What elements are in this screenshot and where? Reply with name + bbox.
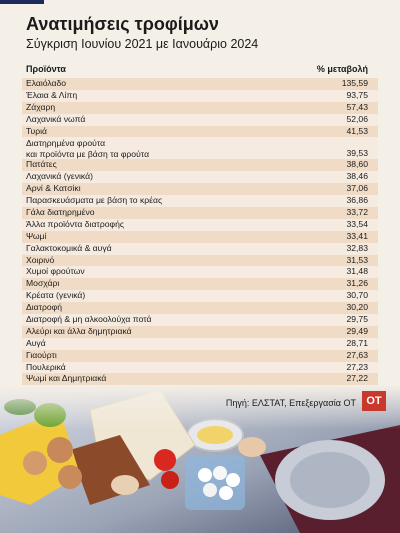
table-row: Κρέατα (γενικά) 30,70 bbox=[22, 290, 378, 303]
row-label: Ζάχαρη bbox=[26, 101, 56, 112]
table-row: Λαχανικά (γενικά) 38,46 bbox=[22, 171, 378, 184]
row-value: 39,53 bbox=[346, 148, 368, 159]
table-row: Έλαια & Λίπη 93,75 bbox=[22, 89, 378, 102]
row-label: Διατροφή & μη αλκοολούχα ποτά bbox=[26, 314, 152, 325]
row-value: 27,63 bbox=[346, 349, 368, 360]
table-row: Λαχανικά νωπά 52,06 bbox=[22, 113, 378, 126]
row-label: Ελαιόλαδο bbox=[26, 78, 67, 88]
table-row: Ψωμί και Δημητριακά 27,22 bbox=[22, 373, 378, 386]
row-label: Έλαια & Λίπη bbox=[26, 89, 78, 100]
column-header-products: Προϊόντα bbox=[26, 64, 66, 74]
row-label: Λαχανικά (γενικά) bbox=[26, 171, 93, 182]
table-row: Χοιρινό 31,53 bbox=[22, 254, 378, 267]
row-value: 32,83 bbox=[346, 242, 368, 253]
row-label: Διατροφή bbox=[26, 302, 63, 313]
row-label: Τυριά bbox=[26, 125, 47, 136]
row-value: 31,53 bbox=[346, 254, 368, 265]
row-value: 135,59 bbox=[341, 78, 368, 88]
row-label: Πατάτες bbox=[26, 159, 57, 170]
row-value: 57,43 bbox=[346, 101, 368, 112]
table-body: Ελαιόλαδο 135,59 Έλαια & Λίπη 93,75 Ζάχαρη 57… bbox=[22, 78, 378, 386]
table-row: Διατροφή & μη αλκοολούχα ποτά 29,75 bbox=[22, 314, 378, 326]
row-value: 38,60 bbox=[346, 159, 368, 170]
row-label: Ψωμί και Δημητριακά bbox=[26, 373, 107, 384]
row-value: 36,86 bbox=[346, 195, 368, 206]
table-row: Ζάχαρη 57,43 bbox=[22, 101, 378, 114]
page-subtitle: Σύγκριση Ιουνίου 2021 με Ιανουάριο 2024 bbox=[26, 37, 259, 51]
row-value: 33,54 bbox=[346, 218, 368, 229]
row-label: Χοιρινό bbox=[26, 254, 55, 265]
table-row: Γάλα διατηρημένο 33,72 bbox=[22, 207, 378, 219]
row-label: Χυμοί φρούτων bbox=[26, 266, 85, 277]
table-header: Προϊόντα % μεταβολή bbox=[22, 62, 378, 78]
table-row: Χυμοί φρούτων 31,48 bbox=[22, 266, 378, 279]
source-note: Πηγή: ΕΛΣΤΑΤ, Επεξεργασία ΟΤ bbox=[225, 398, 356, 408]
table-row: Αλεύρι και άλλα δημητριακά 29,49 bbox=[22, 325, 378, 338]
row-value: 31,48 bbox=[346, 266, 368, 277]
row-value: 41,53 bbox=[346, 125, 368, 136]
table-row: Τυριά 41,53 bbox=[22, 125, 378, 138]
row-value: 28,71 bbox=[346, 337, 368, 348]
table-row: Ελαιόλαδο 135,59 bbox=[22, 78, 378, 90]
row-value: 27,23 bbox=[346, 361, 368, 372]
row-label: Αρνί & Κατσίκι bbox=[26, 183, 81, 194]
table-row: Πουλερικά 27,23 bbox=[22, 361, 378, 374]
row-label: Ψωμί bbox=[26, 230, 47, 241]
row-value: 33,72 bbox=[346, 207, 368, 218]
table-row: Διατροφή 30,20 bbox=[22, 302, 378, 315]
row-label: Διατηρημένα φρούτα και προϊόντα με βάση … bbox=[26, 138, 150, 159]
row-label: Παρασκευάσματα με βάση το κρέας bbox=[26, 195, 163, 206]
table-row: Μοσχάρι 31,26 bbox=[22, 278, 378, 291]
table-row: Αρνί & Κατσίκι 37,06 bbox=[22, 183, 378, 196]
table-row: Γιαούρτι 27,63 bbox=[22, 349, 378, 362]
row-label: Γάλα διατηρημένο bbox=[26, 207, 95, 218]
row-label: Γαλακτοκομικά & αυγά bbox=[26, 242, 112, 253]
row-value: 30,70 bbox=[346, 290, 368, 301]
row-value: 33,41 bbox=[346, 230, 368, 241]
page-title: Ανατιμήσεις τροφίμων bbox=[26, 14, 219, 34]
row-value: 93,75 bbox=[346, 89, 368, 100]
row-label: Πουλερικά bbox=[26, 361, 66, 372]
row-label: Αλεύρι και άλλα δημητριακά bbox=[26, 325, 132, 336]
row-label: Λαχανικά νωπά bbox=[26, 113, 86, 124]
column-header-change: % μεταβολή bbox=[316, 64, 368, 74]
table-row: Διατηρημένα φρούτα και προϊόντα με βάση … bbox=[22, 137, 378, 160]
row-label: Γιαούρτι bbox=[26, 349, 57, 360]
table-row: Παρασκευάσματα με βάση το κρέας 36,86 bbox=[22, 195, 378, 208]
row-label: Άλλα προϊόντα διατροφής bbox=[26, 218, 124, 229]
table-row: Πατάτες 38,60 bbox=[22, 159, 378, 172]
groceries-illustration bbox=[0, 385, 400, 533]
table-row: Γαλακτοκομικά & αυγά 32,83 bbox=[22, 242, 378, 255]
row-value: 29,75 bbox=[346, 314, 368, 325]
row-label: Μοσχάρι bbox=[26, 278, 60, 289]
ot-logo: OT bbox=[362, 391, 386, 411]
row-value: 38,46 bbox=[346, 171, 368, 182]
row-label: Αυγά bbox=[26, 337, 46, 348]
row-value: 52,06 bbox=[346, 113, 368, 124]
row-label: Κρέατα (γενικά) bbox=[26, 290, 86, 301]
accent-bar bbox=[0, 0, 44, 4]
table-row: Ψωμί 33,41 bbox=[22, 230, 378, 243]
row-value: 31,26 bbox=[346, 278, 368, 289]
row-value: 30,20 bbox=[346, 302, 368, 313]
table-row: Άλλα προϊόντα διατροφής 33,54 bbox=[22, 218, 378, 231]
row-value: 37,06 bbox=[346, 183, 368, 194]
row-value: 29,49 bbox=[346, 325, 368, 336]
table-row: Αυγά 28,71 bbox=[22, 337, 378, 350]
row-value: 27,22 bbox=[346, 373, 368, 384]
